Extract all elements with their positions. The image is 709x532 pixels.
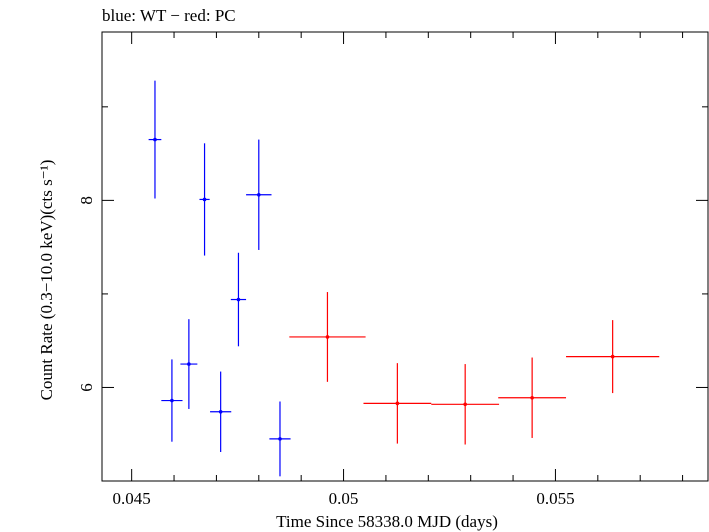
point-marker — [202, 197, 207, 202]
data-points — [148, 80, 660, 477]
data-point — [199, 143, 210, 256]
point-marker — [463, 402, 467, 407]
point-marker — [236, 297, 241, 302]
x-tick-label: 0.055 — [536, 489, 574, 508]
x-tick-label: 0.05 — [329, 489, 359, 508]
chart-title: blue: WT − red: PC — [102, 6, 236, 25]
y-tick-label: 6 — [77, 383, 96, 392]
y-tick-label: 8 — [77, 196, 96, 205]
data-point — [210, 371, 232, 453]
point-marker — [325, 335, 330, 339]
data-point — [269, 401, 291, 477]
data-point — [246, 139, 272, 250]
point-marker — [153, 137, 157, 142]
y-axis: 68 — [77, 106, 708, 482]
point-marker — [395, 401, 400, 406]
x-tick-label: 0.045 — [113, 489, 151, 508]
data-point — [498, 357, 567, 438]
y-axis-label: Count Rate (0.3−10.0 keV)(cts s⁻¹) — [37, 160, 56, 401]
data-point — [180, 319, 198, 409]
plot-frame — [101, 31, 709, 482]
point-marker — [256, 192, 261, 197]
data-point — [289, 292, 366, 382]
point-marker — [187, 362, 191, 366]
point-marker — [218, 409, 223, 414]
data-point — [230, 252, 247, 347]
data-point — [431, 364, 500, 445]
x-axis-label: Time Since 58338.0 MJD (days) — [276, 512, 498, 531]
data-point — [363, 363, 432, 444]
plot-border — [101, 31, 709, 482]
data-point — [566, 320, 660, 394]
data-point — [148, 80, 162, 199]
point-marker — [610, 354, 615, 359]
x-axis: 0.045 0.05 0.055 — [113, 32, 684, 508]
data-point — [161, 359, 183, 442]
point-marker — [278, 437, 282, 441]
point-marker — [170, 398, 174, 403]
point-marker — [530, 395, 534, 400]
